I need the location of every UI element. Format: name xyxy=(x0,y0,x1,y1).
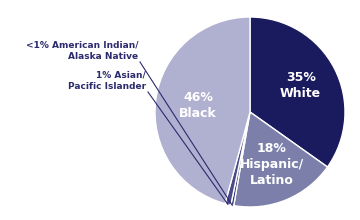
Wedge shape xyxy=(250,17,345,167)
Wedge shape xyxy=(231,112,250,206)
Wedge shape xyxy=(225,112,250,205)
Text: 1% Asian/
Pacific Islander: 1% Asian/ Pacific Islander xyxy=(68,71,146,91)
Text: 46%
Black: 46% Black xyxy=(179,91,217,120)
Text: 18%
Hispanic/
Latino: 18% Hispanic/ Latino xyxy=(240,142,304,187)
Wedge shape xyxy=(234,112,328,207)
Text: 35%
White: 35% White xyxy=(280,71,321,100)
Wedge shape xyxy=(155,17,250,204)
Text: <1% American Indian/
Alaska Native: <1% American Indian/ Alaska Native xyxy=(26,41,138,61)
